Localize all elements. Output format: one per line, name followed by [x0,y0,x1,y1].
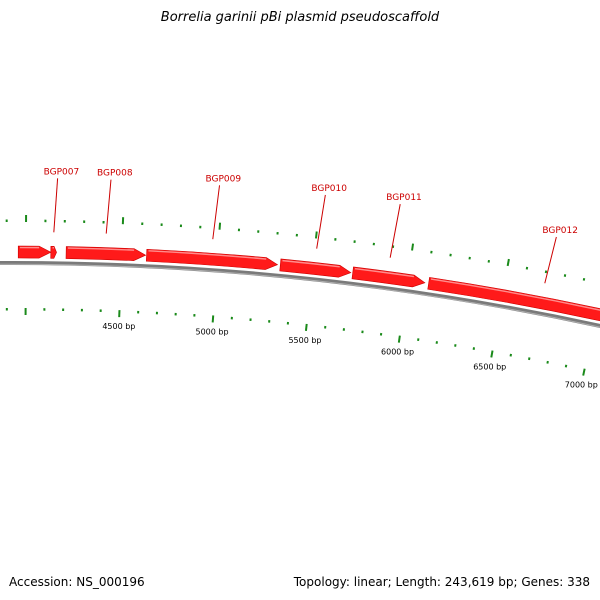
accession-text: Accession: NS_000196 [9,575,145,589]
gene-label-leader [105,179,112,234]
gene-arrow-highlight [282,259,340,268]
gene-arrow-bgp007 [50,245,57,259]
scale-label: 6500 bp [473,362,506,371]
gene-arrow-bgp012 [427,277,600,322]
gene-label-leader [316,194,326,249]
inner-minor-tick [564,364,568,368]
outer-major-tick [314,231,318,239]
topology-summary: Topology: linear; Length: 243,619 bp; Ge… [293,575,590,589]
gene-labels: BGP007 BGP008 BGP009 BGP010 BGP011 BGP012 [44,167,578,284]
outer-major-tick [218,222,222,230]
gene-arrow-bgp010 [279,258,352,278]
gene-arrow-bgp009 [145,248,279,270]
gene-features [17,245,600,322]
gene-arrow-highlight [354,267,415,278]
backbone-highlight [0,263,600,328]
gene-arrow-bgp011 [351,266,426,288]
gene-label-leader [212,185,221,240]
gene-label-leader [544,236,557,284]
scale-label: 6000 bp [381,348,414,357]
gene-label-bgp012: BGP012 [542,226,578,236]
scale-label: 5500 bp [288,336,321,345]
gene-arrow-highlight [67,247,135,251]
scale-labels: 4500 bp 5000 bp 5500 bp 6000 bp 6500 bp 7000 … [102,322,598,389]
gene-label-bgp008: BGP008 [97,169,133,179]
inner-major-tick [582,368,586,376]
map-title: Borrelia garinii pBi plasmid pseudoscaff… [160,10,440,25]
gene-label-bgp011: BGP011 [386,193,422,203]
backbone-line [0,260,600,329]
inner-major-tick [490,350,494,358]
scale-label: 5000 bp [195,327,228,336]
inner-major-tick [304,323,308,332]
outer-major-tick [506,258,510,267]
inner-major-tick [397,335,401,343]
gene-label-bgp009: BGP009 [206,174,242,184]
gene-arrow [17,245,52,259]
gene-label-leader [389,204,401,258]
gene-label-bgp007: BGP007 [44,167,80,177]
gene-label-bgp010: BGP010 [311,184,347,194]
outer-tick-ring [5,215,586,281]
gene-label-leader [53,178,59,233]
backbone [0,260,600,329]
scale-label: 4500 bp [102,322,135,331]
gene-arrow-highlight [148,250,267,260]
gene-arrow-highlight [430,278,600,311]
inner-major-tick [211,315,215,323]
scale-label: 7000 bp [565,380,598,389]
inner-tick-ring [5,308,586,376]
outer-minor-tick [582,277,586,281]
outer-major-tick [411,243,415,251]
